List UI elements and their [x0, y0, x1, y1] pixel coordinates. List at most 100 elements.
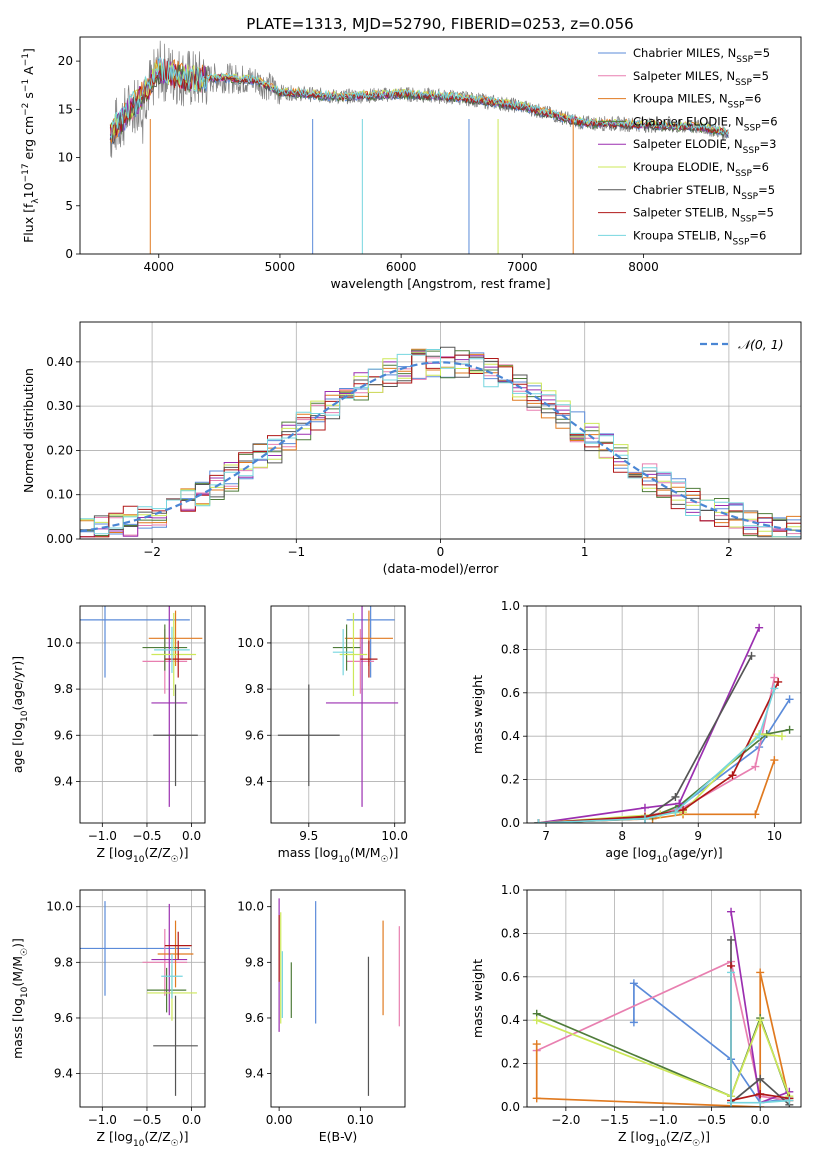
plot-area	[278, 898, 400, 1096]
normal-curve	[80, 361, 801, 533]
mass-weight-marker	[629, 1018, 638, 1027]
mass-weight-line	[538, 655, 753, 823]
y-tick-label: 0.2	[501, 773, 520, 787]
y-tick-label: 0.8	[501, 926, 520, 940]
y-tick-label: 0.00	[46, 532, 73, 546]
y-tick-label: 0.4	[501, 1013, 520, 1027]
x-tick-label: 8000	[628, 260, 659, 274]
x-axis-label: Z [log10(Z/Z☉)]	[618, 1129, 710, 1149]
x-tick-label: 0.0	[182, 1113, 201, 1127]
mass-weight-marker	[751, 810, 760, 819]
x-tick-label: −1.5	[600, 1113, 629, 1127]
axes-frame	[79, 36, 802, 255]
axes-frame	[79, 889, 206, 1108]
mass-weight-marker	[671, 792, 680, 801]
plot-area	[80, 901, 198, 1096]
y-tick-label: 0.8	[501, 642, 520, 656]
x-tick-label: −0.5	[697, 1113, 726, 1127]
mass-weight-marker	[640, 803, 649, 812]
legend-entry: Chabrier MILES, NSSP=5	[633, 46, 770, 65]
x-tick-label: 0.10	[347, 1113, 374, 1127]
legend-entry: 𝒩(0, 1)	[738, 337, 784, 352]
panel-mass-weight-vs-age: 7 8 9 10 0.0 0.2 0.4 0.6 0.8 1.0 age [log10(age/yr…	[470, 599, 802, 865]
x-tick-label: 0.00	[266, 1113, 293, 1127]
y-tick-label: 10.0	[237, 636, 264, 650]
y-tick-label: 10.0	[237, 900, 264, 914]
plot-area	[109, 40, 729, 254]
x-tick-label: 7	[542, 829, 550, 843]
mass-weight-marker	[675, 799, 684, 808]
y-tick-label: 0.6	[501, 970, 520, 984]
figure-title: PLATE=1313, MJD=52790, FIBERID=0253, z=0…	[246, 15, 633, 33]
x-tick-label: 6000	[386, 260, 417, 274]
y-tick-label: 9.8	[54, 682, 73, 696]
axes-frame	[526, 889, 802, 1108]
plot-area	[80, 606, 203, 807]
x-tick-label: 0.0	[182, 829, 201, 843]
x-tick-label: 9	[694, 829, 702, 843]
mass-weight-line	[730, 972, 790, 1104]
axes-frame	[270, 605, 406, 824]
x-tick-label: −1.0	[88, 1113, 117, 1127]
y-axis-label: Normed distribution	[21, 368, 36, 493]
y-tick-label: 0.6	[501, 686, 520, 700]
y-tick-label: 9.4	[54, 1067, 73, 1081]
y-axis-label: mass weight	[470, 959, 485, 1038]
x-tick-label: 1	[581, 545, 589, 559]
plot-area	[534, 623, 794, 823]
x-axis-label: (data-model)/error	[383, 561, 500, 576]
y-tick-label: 9.8	[245, 955, 264, 969]
y-tick-label: 9.4	[245, 774, 264, 788]
mass-weight-marker	[756, 1074, 765, 1083]
x-axis-label: Z [log10(Z/Z☉)]	[97, 1129, 189, 1149]
y-tick-label: 10.0	[46, 900, 73, 914]
y-tick-label: 10.0	[46, 636, 73, 650]
x-axis-label: Z [log10(Z/Z☉)]	[97, 845, 189, 865]
mass-weight-line	[536, 1017, 791, 1098]
axes-frame	[79, 605, 206, 824]
plot-area	[80, 346, 801, 538]
mass-weight-marker	[532, 1094, 541, 1103]
y-tick-label: 0.4	[501, 729, 520, 743]
y-tick-label: 9.6	[245, 728, 264, 742]
y-tick-label: 9.8	[245, 682, 264, 696]
mass-weight-marker	[679, 805, 688, 814]
y-axis-label: Flux [fλ10−17 erg cm−2 s−1 A−1]	[21, 48, 41, 243]
mass-weight-marker	[727, 935, 736, 944]
x-tick-label: −2.0	[551, 1113, 580, 1127]
legend-entry: Kroupa MILES, NSSP=6	[633, 92, 761, 111]
y-tick-label: 1.0	[501, 599, 520, 613]
x-axis-label: E(B-V)	[319, 1129, 358, 1144]
mass-weight-marker	[785, 1096, 794, 1105]
mass-weight-marker	[770, 756, 779, 765]
mass-weight-marker	[640, 814, 649, 823]
mass-weight-marker	[755, 623, 764, 632]
y-tick-label: 15	[58, 102, 73, 116]
y-tick-label: 20	[58, 54, 73, 68]
mass-weight-marker	[785, 725, 794, 734]
mass-weight-marker	[755, 732, 764, 741]
mass-weight-marker	[629, 979, 638, 988]
mass-weight-marker	[756, 1098, 765, 1107]
legend-entry: Kroupa ELODIE, NSSP=6	[633, 160, 769, 179]
legend-entry: Salpeter STELIB, NSSP=5	[633, 206, 774, 225]
mass-weight-marker	[770, 673, 779, 682]
mass-weight-marker	[532, 1016, 541, 1025]
mass-weight-marker	[727, 907, 736, 916]
mass-weight-marker	[747, 651, 756, 660]
mass-weight-marker	[534, 819, 543, 823]
panel-spectrum: 4000 5000 6000 7000 8000 0 5 10 15 20 wavelength […	[21, 36, 802, 291]
y-axis-label: age [log10(age/yr)]	[10, 656, 30, 773]
y-tick-label: 9.6	[245, 1011, 264, 1025]
y-tick-label: 0	[65, 247, 73, 261]
legend-entry: Salpeter ELODIE, NSSP=3	[633, 137, 776, 156]
y-tick-label: 9.6	[54, 728, 73, 742]
residual-histogram	[80, 349, 801, 538]
legend-entry: Kroupa STELIB, NSSP=6	[633, 228, 766, 247]
mass-weight-marker	[727, 968, 736, 977]
panel-mass-vs-Z: −1.0 −0.5 0.0 9.4 9.6 9.8 10.0 Z [log10(Z/Z☉)] m…	[10, 889, 206, 1149]
mass-weight-line	[536, 960, 790, 1102]
x-tick-label: 0.0	[751, 1113, 770, 1127]
mass-weight-marker	[756, 1089, 765, 1098]
x-tick-label: −1.0	[648, 1113, 677, 1127]
